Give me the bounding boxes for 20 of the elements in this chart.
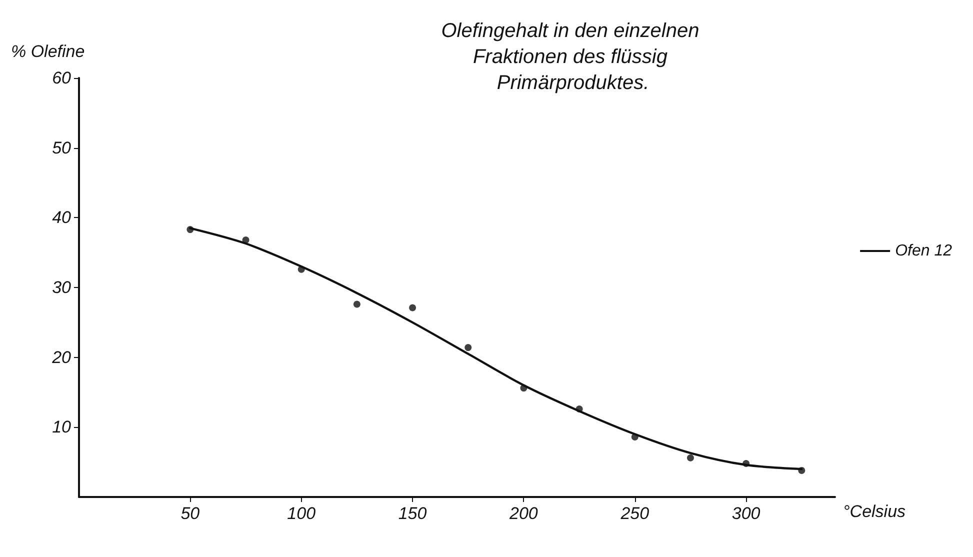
point xyxy=(464,344,472,352)
x-tick-label: 250 xyxy=(620,504,650,523)
x-tick-label: 150 xyxy=(398,504,428,523)
x-tick-label: 50 xyxy=(180,504,200,523)
x-tick-label: 300 xyxy=(732,504,761,523)
y-tick-label: 20 xyxy=(51,348,72,367)
y-tick-label: 40 xyxy=(52,208,72,228)
x-axis-title: °Celsius xyxy=(843,502,906,521)
x-tick-label: 100 xyxy=(287,504,316,523)
y-tick-label: 30 xyxy=(52,278,72,297)
legend-label: Ofen 12 xyxy=(895,242,952,260)
point xyxy=(409,304,416,312)
point xyxy=(353,300,360,308)
x-tick-label: 200 xyxy=(508,504,538,523)
y-axis-title: % Olefine xyxy=(11,42,85,61)
y-tick-label: 60 xyxy=(52,68,72,88)
chart-title: Olefingehalt in den einzelnen Fraktionen des flüssig Primärproduktes. xyxy=(441,20,705,94)
point xyxy=(686,454,694,462)
y-tick-label: 10 xyxy=(52,418,72,437)
y-tick-label: 50 xyxy=(52,138,72,158)
